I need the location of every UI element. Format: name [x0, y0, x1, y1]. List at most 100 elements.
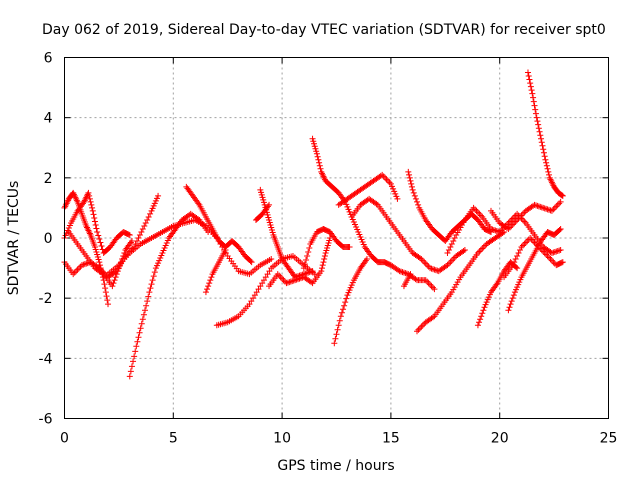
data-point	[264, 271, 271, 278]
data-point	[456, 276, 463, 283]
y-tick-label: 2	[44, 171, 53, 187]
data-point	[348, 282, 355, 289]
data-point	[544, 165, 551, 172]
data-point	[451, 284, 458, 291]
data-point	[91, 244, 98, 251]
data-point	[383, 176, 390, 183]
data-point	[461, 247, 468, 254]
data-point	[448, 257, 455, 264]
y-tick-label: 0	[44, 231, 53, 247]
data-point	[164, 237, 171, 244]
data-point	[98, 243, 105, 250]
data-point	[421, 259, 428, 266]
data-point	[104, 297, 111, 304]
data-point	[304, 253, 311, 260]
data-point	[474, 322, 481, 329]
data-point	[347, 211, 354, 218]
data-point	[450, 238, 457, 245]
data-point	[86, 195, 93, 202]
data-point	[338, 309, 345, 316]
y-tick-label: 4	[44, 111, 53, 127]
data-point	[510, 292, 517, 299]
data-point	[415, 326, 422, 333]
data-point	[548, 250, 555, 257]
data-point	[518, 244, 525, 251]
data-point	[546, 254, 553, 261]
data-point	[478, 313, 485, 320]
data-point	[326, 237, 333, 244]
data-point	[266, 219, 273, 226]
series-arc-14	[300, 225, 353, 272]
data-point	[512, 218, 519, 225]
data-point	[89, 207, 96, 214]
data-point	[414, 328, 421, 335]
data-point	[400, 269, 407, 276]
data-point	[557, 198, 564, 205]
data-point	[559, 192, 566, 199]
data-point	[283, 280, 290, 287]
data-point	[507, 301, 514, 308]
data-point	[536, 128, 543, 135]
data-point	[131, 353, 138, 360]
data-point	[146, 289, 153, 296]
data-point	[538, 139, 545, 146]
data-point	[519, 242, 526, 249]
data-point	[62, 232, 69, 239]
data-point	[311, 271, 318, 278]
data-point	[550, 249, 557, 256]
data-point	[509, 262, 516, 269]
data-point	[519, 210, 526, 217]
data-point	[509, 221, 516, 228]
data-point	[505, 219, 512, 226]
data-point	[428, 265, 435, 272]
data-point	[407, 177, 414, 184]
data-point	[556, 200, 563, 207]
data-point	[416, 255, 423, 262]
data-point	[158, 252, 165, 259]
data-point	[157, 255, 164, 262]
data-point	[485, 294, 492, 301]
data-point	[160, 247, 167, 254]
data-point	[547, 207, 554, 214]
data-point	[517, 213, 524, 220]
data-point	[111, 277, 118, 284]
data-point	[317, 165, 324, 172]
data-point	[260, 199, 267, 206]
data-point	[102, 285, 109, 292]
data-point	[268, 224, 275, 231]
data-point	[377, 172, 384, 179]
data-point	[554, 201, 561, 208]
data-point	[408, 180, 415, 187]
data-point	[394, 195, 401, 202]
data-point	[373, 200, 380, 207]
data-point	[448, 241, 455, 248]
data-point	[92, 246, 99, 253]
data-point	[101, 281, 108, 288]
data-point	[525, 73, 532, 80]
data-point	[247, 258, 254, 265]
data-point	[149, 277, 156, 284]
data-point	[320, 259, 327, 266]
data-point	[495, 228, 502, 235]
data-point	[314, 153, 321, 160]
data-point	[251, 292, 258, 299]
x-tick-label: 0	[60, 431, 69, 447]
data-point	[363, 256, 370, 263]
data-point	[515, 281, 522, 288]
data-point	[142, 307, 149, 314]
data-point	[483, 299, 490, 306]
data-point	[508, 216, 515, 223]
data-point	[427, 281, 434, 288]
data-point	[543, 205, 550, 212]
data-point	[262, 274, 269, 281]
data-point	[91, 214, 98, 221]
data-point	[81, 261, 88, 268]
data-point	[454, 229, 461, 236]
data-point	[258, 189, 265, 196]
data-point	[132, 348, 139, 355]
data-points	[61, 69, 566, 380]
data-point	[487, 225, 494, 232]
data-point	[450, 286, 457, 293]
data-point	[450, 256, 457, 263]
